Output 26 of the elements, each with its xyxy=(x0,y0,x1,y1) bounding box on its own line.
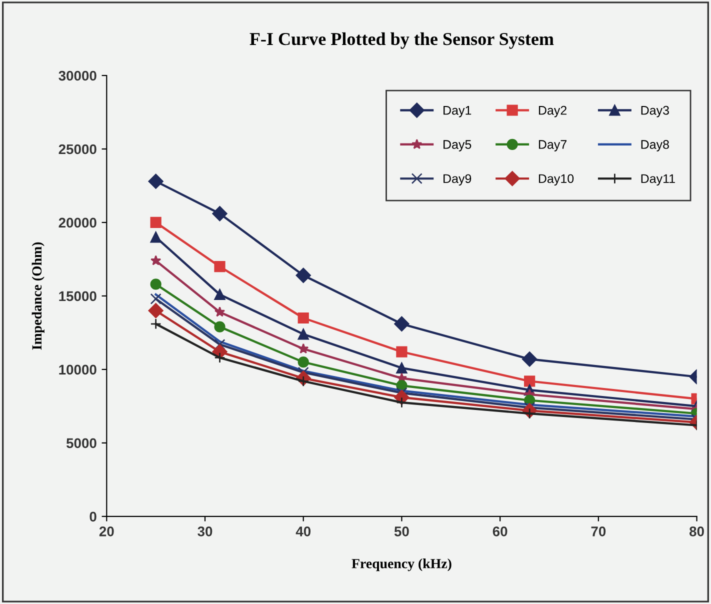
legend-label: Day9 xyxy=(444,174,472,186)
x-tick-label: 50 xyxy=(394,526,409,536)
legend-label: Day3 xyxy=(641,106,669,118)
legend-label: Day2 xyxy=(538,106,566,118)
x-axis-title: Frequency (kHz) xyxy=(352,558,452,572)
chart-title: F-I Curve Plotted by the Sensor System xyxy=(250,32,554,49)
y-tick-label: 20000 xyxy=(58,218,96,228)
legend-label: Day1 xyxy=(444,106,472,118)
x-tick-label: 60 xyxy=(492,526,508,536)
y-tick-label: 30000 xyxy=(58,70,96,81)
y-axis-title: Impedance (Ohm) xyxy=(32,242,44,350)
y-tick-label: 25000 xyxy=(58,144,96,154)
x-tick-label: 20 xyxy=(99,526,114,536)
y-tick-label: 10000 xyxy=(59,364,96,375)
legend-label: Day11 xyxy=(641,174,675,186)
x-tick-label: 40 xyxy=(296,526,311,536)
y-tick-label: 0 xyxy=(90,512,96,522)
x-tick-label: 70 xyxy=(591,526,606,536)
x-tick-label: 30 xyxy=(198,526,212,536)
legend-label: Day10 xyxy=(538,174,574,186)
legend-label: Day5 xyxy=(444,140,472,152)
legend-label: Day7 xyxy=(538,140,566,152)
y-tick-label: 15000 xyxy=(59,291,96,302)
legend-label: Day8 xyxy=(641,140,669,152)
y-tick-label: 5000 xyxy=(66,438,96,448)
x-tick-label: 80 xyxy=(689,526,704,536)
